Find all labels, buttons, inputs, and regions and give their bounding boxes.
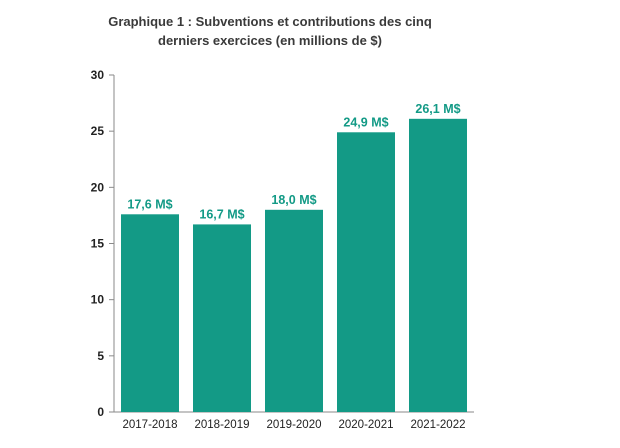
y-tick-label: 15: [91, 237, 105, 251]
bar-data-label: 18,0 M$: [271, 193, 316, 207]
bar-data-label: 17,6 M$: [127, 197, 172, 211]
chart-title-line-1: Graphique 1 : Subventions et contributio…: [108, 14, 432, 29]
bar-data-label: 24,9 M$: [343, 115, 388, 129]
y-tick-label: 5: [97, 349, 104, 363]
y-tick-label: 10: [91, 293, 105, 307]
bar-data-label: 16,7 M$: [199, 207, 244, 221]
x-category-label: 2021-2022: [411, 419, 466, 431]
y-tick-label: 0: [97, 405, 104, 419]
bar: [337, 132, 395, 413]
bar-data-label: 26,1 M$: [415, 102, 460, 116]
y-tick-label: 20: [91, 180, 105, 194]
x-category-label: 2020-2021: [339, 419, 394, 431]
bar: [409, 118, 467, 412]
chart-title-line-2: derniers exercices (en millions de $): [158, 33, 382, 48]
bar: [193, 224, 251, 412]
y-tick-label: 25: [91, 124, 105, 138]
bar: [121, 214, 179, 412]
y-tick-label: 30: [91, 68, 105, 82]
x-category-label: 2018-2019: [195, 419, 250, 431]
x-category-label: 2017-2018: [123, 419, 178, 431]
bar: [265, 209, 323, 412]
x-category-label: 2019-2020: [267, 419, 322, 431]
